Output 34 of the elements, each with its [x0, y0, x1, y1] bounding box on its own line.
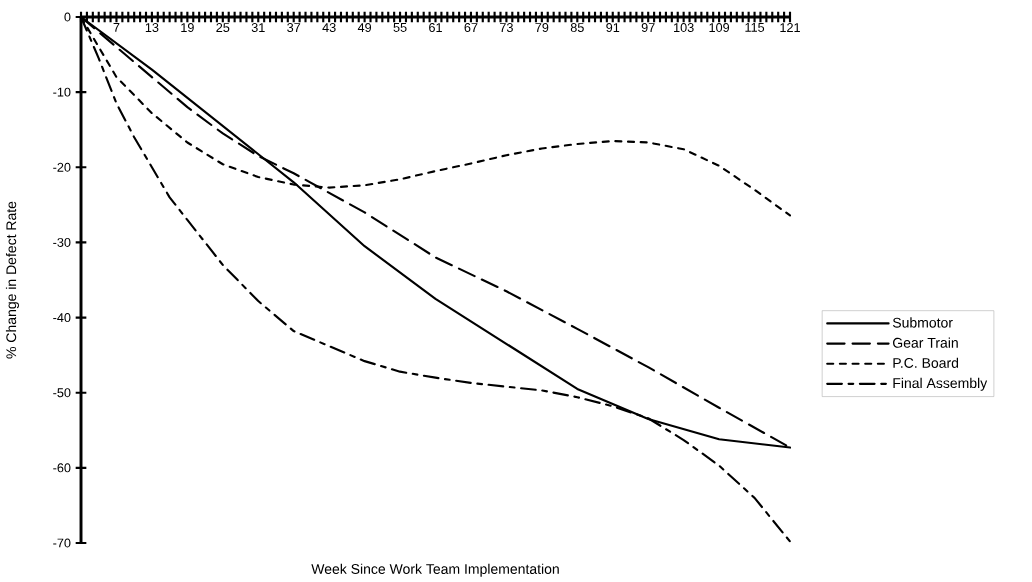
- legend-label: Final Assembly: [893, 377, 988, 391]
- y-tick-label: -20: [53, 162, 71, 172]
- x-tick-label: 37: [287, 23, 301, 33]
- legend-label: Gear Train: [893, 337, 958, 348]
- y-tick-label: -40: [53, 313, 71, 323]
- x-tick-label: 55: [393, 23, 407, 32]
- x-tick-label: 79: [535, 23, 549, 33]
- y-axis-title: % Change in Defect Rate: [5, 201, 19, 359]
- y-tick-label: -60: [53, 463, 71, 473]
- y-tick-label: -10: [53, 87, 71, 97]
- x-tick-label: 121: [780, 23, 800, 32]
- y-tick-label: -50: [53, 388, 71, 398]
- x-tick-label: 103: [674, 23, 694, 33]
- y-tick-label: -30: [53, 237, 71, 247]
- x-tick-label: 115: [745, 23, 765, 32]
- x-tick-label: 73: [500, 23, 513, 33]
- x-tick-label: 31: [251, 23, 265, 33]
- x-tick-label: 97: [641, 23, 655, 33]
- x-tick-label: 43: [322, 23, 336, 33]
- y-tick-label: -70: [53, 538, 71, 548]
- x-tick-label: 7: [113, 23, 120, 32]
- x-tick-label: 61: [429, 23, 442, 33]
- x-tick-label: 13: [145, 23, 159, 33]
- x-tick-label: 91: [606, 23, 620, 33]
- x-tick-label: 25: [216, 23, 230, 33]
- x-tick-label: 109: [709, 23, 730, 33]
- x-tick-label: 49: [357, 23, 372, 33]
- legend-label: Submotor: [892, 317, 953, 328]
- y-tick-label: 0: [64, 12, 71, 22]
- x-tick-label: 67: [464, 23, 478, 33]
- x-tick-label: 85: [570, 23, 584, 33]
- legend-label: P.C. Board: [893, 357, 959, 368]
- x-axis-title: Week Since Work Team Implementation: [311, 563, 559, 577]
- x-tick-label: 19: [181, 23, 194, 33]
